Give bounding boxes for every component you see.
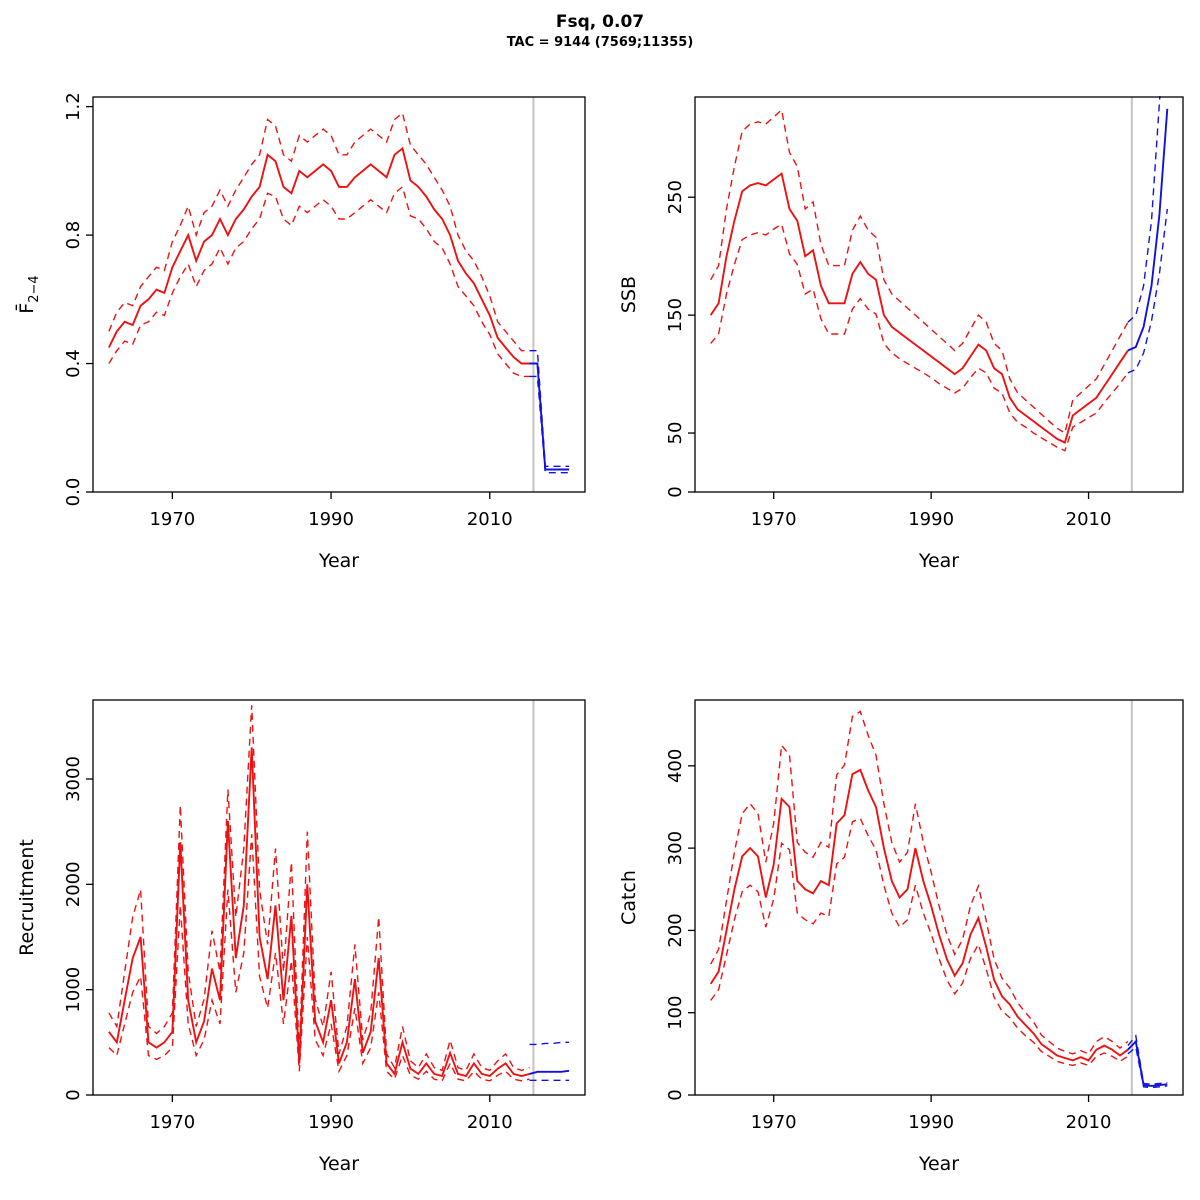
series-hist-upper — [710, 108, 1129, 435]
series-hist-median — [709, 171, 1129, 444]
xaxis-label: Year — [318, 550, 359, 572]
x-tick-label: 1990 — [308, 509, 354, 530]
y-tick-label: 0 — [665, 486, 686, 497]
y-tick-label: 200 — [665, 913, 686, 947]
x-tick-label: 2010 — [1066, 509, 1112, 530]
x-tick-label: 1990 — [908, 1112, 954, 1133]
series-hist-upper — [710, 710, 1129, 1055]
y-tick-label: 1.2 — [63, 92, 84, 121]
y-tick-label: 0.4 — [63, 349, 84, 378]
series-forecast-median — [1127, 1039, 1168, 1087]
x-tick-label: 2010 — [467, 509, 513, 530]
xaxis-label: Year — [918, 550, 959, 572]
panel-catch: 1970 1990 2010 0 100 200 300 400 Year Catch — [618, 699, 1184, 1175]
series-forecast-lower — [529, 375, 570, 474]
plot-box — [92, 699, 586, 1096]
series-forecast-median — [529, 362, 570, 471]
chart-subtitle: TAC = 9144 (7569;11355) — [506, 35, 694, 50]
x-tick-label: 1990 — [308, 1112, 354, 1133]
xaxis-label: Year — [918, 1153, 959, 1175]
y-tick-label: 0 — [665, 1089, 686, 1100]
series-hist-upper — [108, 111, 530, 352]
y-tick-label: 150 — [665, 298, 686, 332]
series-hist-lower — [108, 185, 530, 378]
y-tick-label: 2000 — [63, 861, 84, 907]
yaxis-label: Catch — [618, 870, 640, 925]
figure-header: Fsq, 0.07 TAC = 9144 (7569;11355) — [0, 0, 1200, 50]
y-tick-label: 0 — [63, 1089, 84, 1100]
series-forecast-median — [529, 1069, 570, 1075]
plot-box — [694, 96, 1184, 493]
yaxis-label: F̄2−4 — [14, 275, 42, 313]
y-tick-label: 50 — [665, 422, 686, 445]
charts-canvas: 1970 1990 2010 0.0 0.4 0.8 1.2 Year F̄2−4 1970 199… — [14, 92, 1184, 1175]
series-hist-upper — [108, 705, 530, 1072]
y-tick-label: 100 — [665, 996, 686, 1030]
y-tick-label: 300 — [665, 831, 686, 865]
xaxis-label: Year — [318, 1153, 359, 1175]
series-hist-lower — [710, 223, 1129, 452]
y-tick-label: 400 — [665, 749, 686, 783]
series-hist-median — [108, 747, 530, 1078]
series-forecast-lower — [1127, 1046, 1168, 1089]
series-forecast-upper — [529, 1041, 570, 1046]
series-forecast-upper — [529, 350, 570, 467]
y-tick-label: 3000 — [63, 756, 84, 802]
plot-box — [694, 699, 1184, 1096]
series-hist-median — [108, 146, 530, 365]
x-tick-label: 1970 — [149, 509, 195, 530]
x-tick-label: 2010 — [467, 1112, 513, 1133]
series-forecast-upper — [1127, 96, 1161, 323]
plot-box — [92, 96, 586, 493]
y-tick-label: 0.8 — [63, 221, 84, 250]
y-tick-label: 250 — [665, 180, 686, 214]
x-tick-label: 1970 — [149, 1112, 195, 1133]
x-tick-label: 2010 — [1066, 1112, 1112, 1133]
yaxis-label: Recruitment — [16, 839, 38, 956]
series-forecast-upper — [1127, 1034, 1168, 1086]
panel-recruitment: 1970 1990 2010 0 1000 2000 3000 Year Recruitment — [16, 699, 586, 1175]
series-hist-median — [709, 768, 1129, 1062]
series-forecast-median — [1127, 108, 1169, 352]
panel-fbar: 1970 1990 2010 0.0 0.4 0.8 1.2 Year F̄2−4 — [14, 92, 586, 572]
x-tick-label: 1970 — [751, 509, 797, 530]
series-hist-lower — [710, 817, 1129, 1067]
y-tick-label: 1000 — [63, 967, 84, 1013]
x-tick-label: 1990 — [908, 509, 954, 530]
yaxis-label: SSB — [618, 276, 640, 313]
panel-ssb: 1970 1990 2010 0 50 150 250 Year SSB — [618, 96, 1184, 572]
series-hist-lower — [108, 834, 530, 1082]
y-tick-label: 0.0 — [63, 478, 84, 507]
x-tick-label: 1970 — [751, 1112, 797, 1133]
chart-title: Fsq, 0.07 — [555, 12, 645, 32]
